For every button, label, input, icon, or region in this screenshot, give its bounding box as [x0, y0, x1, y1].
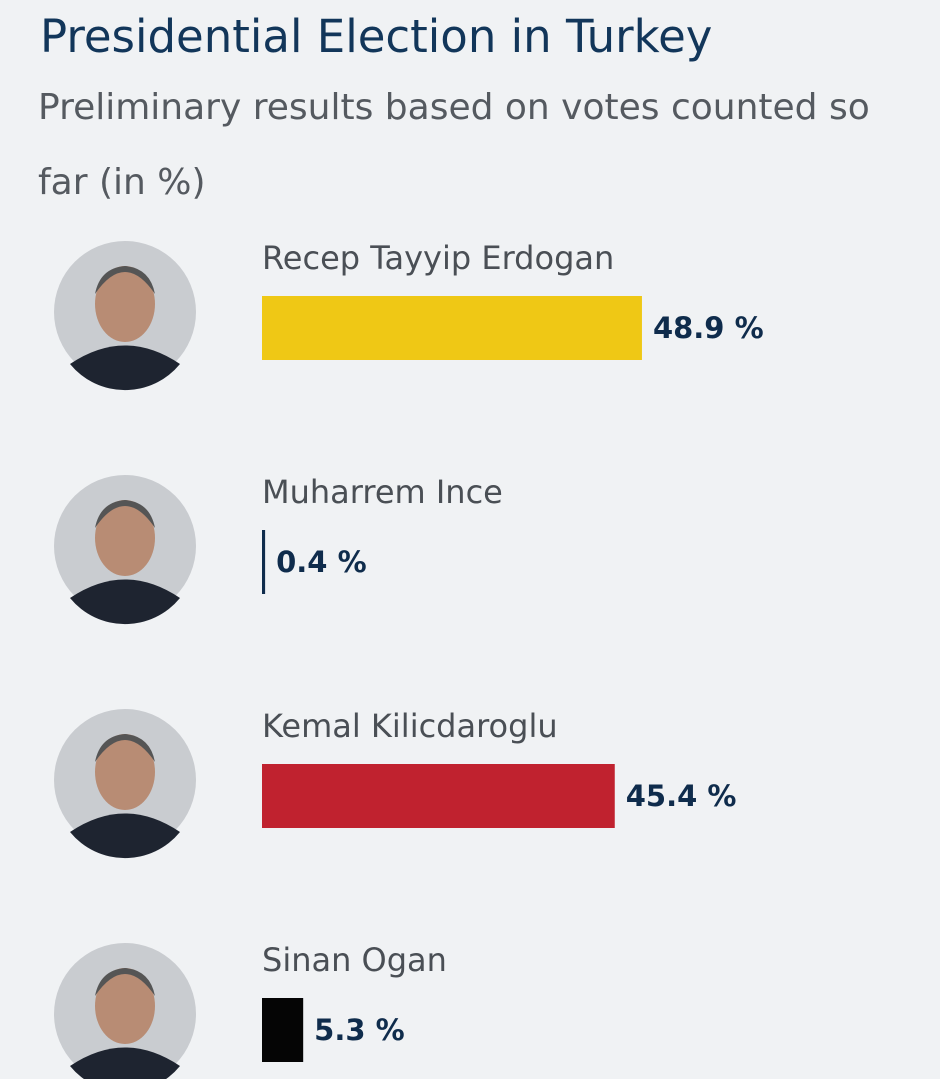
- portrait-head: [95, 968, 155, 1044]
- candidate-name: Kemal Kilicdaroglu: [262, 707, 558, 745]
- portrait-hair: [95, 500, 155, 528]
- portrait-hair: [95, 266, 155, 294]
- bar: [262, 530, 266, 594]
- value-label: 0.4 %: [276, 545, 367, 579]
- portrait-body: [70, 1047, 180, 1079]
- value-label: 5.3 %: [314, 1013, 405, 1047]
- portrait-body: [70, 813, 180, 859]
- portrait: [54, 709, 196, 859]
- bar: [262, 764, 615, 828]
- portrait: [54, 943, 196, 1079]
- portrait-hair: [95, 968, 155, 996]
- portrait: [54, 475, 196, 625]
- value-label: 48.9 %: [653, 311, 764, 345]
- candidate-name: Recep Tayyip Erdogan: [262, 239, 614, 277]
- portrait-head: [95, 734, 155, 810]
- subtitle-box: Preliminary results based on votes count…: [38, 87, 870, 203]
- chart-subtitle: Preliminary results based on votes count…: [38, 87, 870, 203]
- value-label: 45.4 %: [626, 779, 737, 813]
- portrait-head: [95, 266, 155, 342]
- candidate-name: Sinan Ogan: [262, 941, 447, 979]
- portrait-head: [95, 500, 155, 576]
- bar: [262, 296, 642, 360]
- candidate-name: Muharrem Ince: [262, 473, 503, 511]
- portrait: [54, 241, 196, 391]
- portrait-body: [70, 579, 180, 625]
- chart-title: Presidential Election in Turkey: [40, 10, 712, 63]
- portrait-body: [70, 345, 180, 391]
- bar: [262, 998, 304, 1062]
- portrait-hair: [95, 734, 155, 762]
